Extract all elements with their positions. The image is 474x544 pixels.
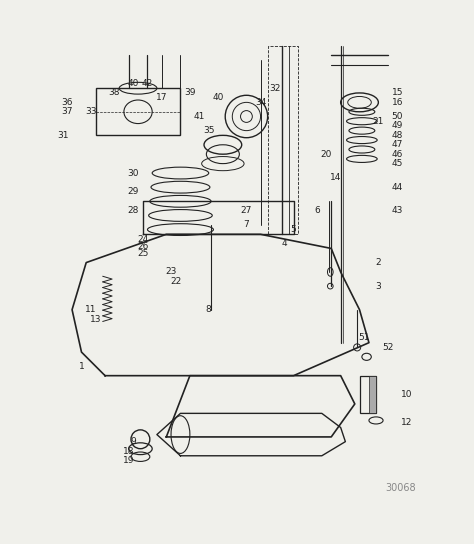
Text: 11: 11: [85, 305, 97, 314]
Text: 43: 43: [392, 206, 403, 215]
Text: 36: 36: [62, 98, 73, 107]
Text: 18: 18: [123, 447, 134, 455]
Text: 30: 30: [128, 169, 139, 177]
Text: 34: 34: [255, 98, 266, 107]
Text: 7: 7: [244, 220, 249, 230]
Bar: [369, 376, 376, 413]
Text: 22: 22: [170, 277, 182, 286]
Text: 51: 51: [358, 333, 370, 343]
Text: 6: 6: [314, 206, 320, 215]
Text: 47: 47: [392, 140, 403, 149]
Text: 8: 8: [206, 305, 211, 314]
Text: 45: 45: [392, 159, 403, 168]
Text: 39: 39: [184, 89, 196, 97]
Text: 13: 13: [90, 314, 101, 324]
Text: 30068: 30068: [385, 484, 416, 493]
Text: 42: 42: [142, 79, 153, 88]
Text: 19: 19: [123, 456, 134, 465]
Bar: [96, 88, 181, 135]
Text: 49: 49: [392, 121, 403, 131]
Text: 26: 26: [137, 242, 148, 251]
Text: 5: 5: [291, 225, 296, 234]
Text: 4: 4: [281, 239, 287, 248]
Text: 27: 27: [241, 206, 252, 215]
Text: 50: 50: [392, 112, 403, 121]
Text: 20: 20: [321, 150, 332, 159]
Text: 10: 10: [401, 390, 412, 399]
Text: 29: 29: [128, 187, 139, 196]
Text: 33: 33: [85, 107, 97, 116]
Text: 24: 24: [137, 234, 148, 244]
Text: 9: 9: [130, 437, 136, 446]
Text: 41: 41: [193, 112, 205, 121]
Text: 21: 21: [373, 117, 384, 126]
Text: 40: 40: [128, 79, 139, 88]
Text: 23: 23: [165, 268, 177, 276]
Text: 16: 16: [392, 98, 403, 107]
Text: 35: 35: [203, 126, 214, 135]
Text: 17: 17: [156, 93, 167, 102]
Text: 32: 32: [269, 84, 281, 92]
Text: 46: 46: [392, 150, 403, 159]
Text: 2: 2: [375, 258, 381, 267]
Text: 52: 52: [382, 343, 393, 352]
Text: 37: 37: [62, 107, 73, 116]
Text: 25: 25: [137, 249, 148, 258]
Text: 31: 31: [57, 131, 68, 140]
Text: 15: 15: [392, 89, 403, 97]
Text: 38: 38: [109, 89, 120, 97]
Text: 12: 12: [401, 418, 412, 427]
Text: 14: 14: [330, 173, 342, 182]
Text: 3: 3: [375, 282, 381, 290]
Text: 1: 1: [79, 362, 84, 371]
Text: 44: 44: [392, 183, 403, 191]
Text: 48: 48: [392, 131, 403, 140]
Text: 28: 28: [128, 206, 139, 215]
Bar: [359, 376, 376, 413]
Text: 40: 40: [212, 93, 224, 102]
